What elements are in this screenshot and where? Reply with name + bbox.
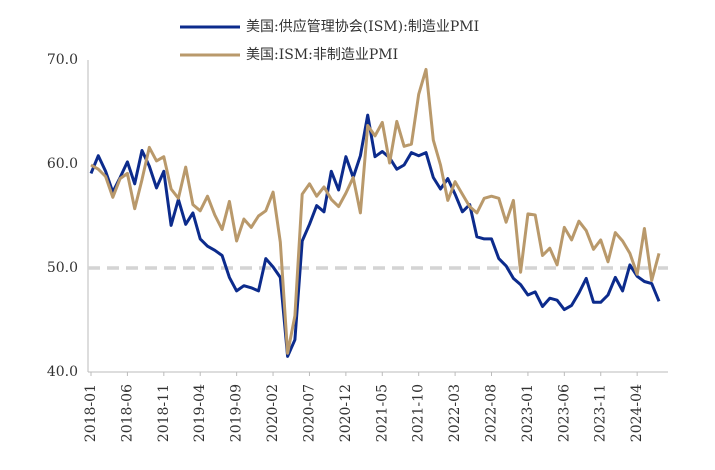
- x-tick-label: 2020-12: [338, 384, 354, 442]
- x-tick-label: 2018-01: [83, 384, 99, 442]
- y-tick-label: 70.0: [47, 52, 78, 68]
- series-line: [89, 113, 661, 358]
- x-tick-label: 2020-07: [301, 384, 317, 442]
- x-tick-label: 2022-03: [447, 384, 463, 442]
- x-tick-label: 2018-11: [156, 384, 172, 442]
- x-tick-label: 2019-09: [229, 384, 245, 442]
- x-tick-label: 2021-10: [411, 384, 427, 442]
- x-tick-label: 2023-11: [593, 384, 609, 442]
- x-tick-label: 2018-06: [119, 384, 135, 442]
- legend-label: 美国:ISM:非制造业PMI: [246, 47, 398, 63]
- legend-label: 美国:供应管理协会(ISM):制造业PMI: [246, 18, 479, 35]
- y-tick-label: 60.0: [47, 156, 78, 172]
- y-tick-label: 40.0: [47, 364, 78, 380]
- x-tick-label: 2019-04: [192, 384, 208, 442]
- y-tick-label: 50.0: [47, 260, 78, 276]
- x-tick-label: 2024-04: [629, 384, 645, 442]
- x-tick-label: 2021-05: [374, 384, 390, 442]
- x-tick-label: 2022-08: [484, 384, 500, 442]
- x-tick-label: 2023-06: [556, 384, 572, 442]
- series-line: [90, 67, 661, 355]
- x-tick-label: 2023-01: [520, 384, 536, 442]
- x-tick-label: 2020-02: [265, 384, 281, 442]
